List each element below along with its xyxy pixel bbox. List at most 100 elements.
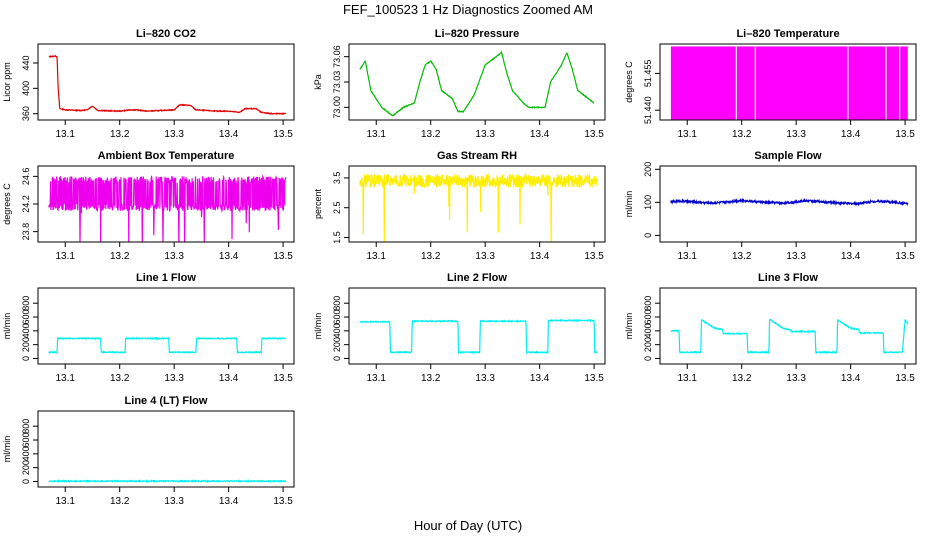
x-tick-label: 13.1 <box>677 251 697 262</box>
y-tick-label: 0 <box>21 356 31 361</box>
plot-frame <box>659 165 917 243</box>
plot-frame <box>348 43 606 121</box>
x-tick-label: 13.2 <box>732 251 752 262</box>
x-tick-label: 13.2 <box>421 251 441 262</box>
y-tick-label: 800 <box>21 296 31 311</box>
series-line <box>359 50 595 117</box>
x-tick-label: 13.3 <box>475 129 495 140</box>
y-tick-label: 0 <box>332 356 342 361</box>
y-tick-label: 73.03 <box>332 71 342 94</box>
x-tick-label: 13.5 <box>895 373 915 384</box>
y-tick-label: 360 <box>21 106 31 121</box>
panel-data-layer <box>359 50 595 117</box>
panel-data-layer <box>670 318 909 355</box>
y-tick-label: 600 <box>21 433 31 448</box>
y-axis-label: ml/min <box>2 313 12 340</box>
y-tick-label: 24.6 <box>21 168 31 186</box>
chart-panel-4: 13.1 13.2 13.3 13.4 13.5 23.8 24.2 24.6 degrees … <box>2 150 295 262</box>
panel-title: Gas Stream RH <box>437 150 517 162</box>
panel-data-layer <box>359 318 598 355</box>
chart-panel-5: 13.1 13.2 13.3 13.4 13.5 1.5 2.5 3.5 percent Gas … <box>313 150 606 262</box>
y-tick-label: 600 <box>643 310 653 325</box>
panel-title: Sample Flow <box>754 150 822 162</box>
panel-data-layer <box>48 478 287 484</box>
y-tick-label: 800 <box>21 419 31 434</box>
series-line <box>48 174 287 242</box>
series-line <box>670 197 909 207</box>
x-tick-label: 13.4 <box>530 373 550 384</box>
y-tick-label: 200 <box>332 337 342 352</box>
y-tick-label: 440 <box>21 55 31 70</box>
series-line <box>670 318 909 355</box>
y-tick-label: 800 <box>643 296 653 311</box>
x-tick-label: 13.5 <box>895 251 915 262</box>
x-tick-label: 13.4 <box>841 373 861 384</box>
chart-panel-3: 13.1 13.2 13.3 13.4 13.5 51.440 51.455 degrees … <box>624 28 917 140</box>
y-tick-label: 400 <box>21 81 31 96</box>
x-tick-label: 13.1 <box>55 251 75 262</box>
y-tick-label: 73.00 <box>332 96 342 119</box>
y-axis-label: ml/min <box>2 436 12 463</box>
y-axis-label: degrees C <box>624 61 634 103</box>
chart-panel-6: 13.1 13.2 13.3 13.4 13.5 0 100 200 ml/min Sample … <box>624 150 917 262</box>
y-tick-label: 51.455 <box>643 60 653 88</box>
y-tick-label: 400 <box>332 323 342 338</box>
panel-title: Li–820 Temperature <box>736 28 839 40</box>
x-tick-label: 13.1 <box>55 496 75 507</box>
y-axis-label: degrees C <box>2 183 12 225</box>
y-tick-label: 200 <box>21 337 31 352</box>
x-tick-label: 13.1 <box>677 373 697 384</box>
x-tick-label: 13.5 <box>584 373 604 384</box>
x-tick-label: 13.4 <box>841 251 861 262</box>
x-tick-label: 13.1 <box>366 373 386 384</box>
x-tick-label: 13.4 <box>530 129 550 140</box>
y-tick-label: 200 <box>21 460 31 475</box>
x-tick-label: 13.2 <box>732 373 752 384</box>
y-tick-label: 200 <box>643 162 653 177</box>
panel-data-layer <box>48 54 287 116</box>
x-tick-label: 13.2 <box>110 129 130 140</box>
panel-data-layer <box>359 171 598 242</box>
y-tick-label: 23.8 <box>21 223 31 241</box>
x-tick-label: 13.5 <box>273 496 293 507</box>
panel-title: Li–820 CO2 <box>136 28 196 40</box>
x-tick-label: 13.1 <box>366 129 386 140</box>
x-tick-label: 13.2 <box>110 496 130 507</box>
y-tick-label: 24.2 <box>21 195 31 213</box>
figure-title: FEF_100523 1 Hz Diagnostics Zoomed AM <box>342 2 593 17</box>
plot-frame <box>37 287 295 365</box>
y-tick-label: 0 <box>21 479 31 484</box>
y-tick-label: 400 <box>21 446 31 461</box>
y-tick-label: 600 <box>332 310 342 325</box>
x-tick-label: 13.3 <box>786 373 806 384</box>
y-tick-label: 1.5 <box>332 231 342 244</box>
y-axis-label: kPa <box>313 74 323 90</box>
panel-title: Line 1 Flow <box>136 272 196 284</box>
x-tick-label: 13.5 <box>584 129 604 140</box>
figure-x-axis-label: Hour of Day (UTC) <box>413 518 523 533</box>
x-tick-label: 13.3 <box>164 496 184 507</box>
panel-data-layer <box>48 336 287 355</box>
series-line <box>48 54 287 116</box>
series-line <box>48 478 287 484</box>
panel-data-layer <box>48 174 287 242</box>
panel-title: Ambient Box Temperature <box>98 150 235 162</box>
y-axis-label: ml/min <box>313 313 323 340</box>
y-tick-label: 400 <box>643 323 653 338</box>
y-tick-label: 0 <box>643 233 653 238</box>
panel-title: Li–820 Pressure <box>435 28 519 40</box>
x-tick-label: 13.1 <box>366 251 386 262</box>
x-tick-label: 13.3 <box>164 373 184 384</box>
y-tick-label: 100 <box>643 195 653 210</box>
x-tick-label: 13.2 <box>110 373 130 384</box>
panel-data-layer <box>670 46 908 120</box>
x-tick-label: 13.3 <box>475 373 495 384</box>
x-tick-label: 13.2 <box>732 129 752 140</box>
x-tick-label: 13.2 <box>421 373 441 384</box>
x-tick-label: 13.5 <box>273 129 293 140</box>
panel-data-layer <box>670 197 909 207</box>
